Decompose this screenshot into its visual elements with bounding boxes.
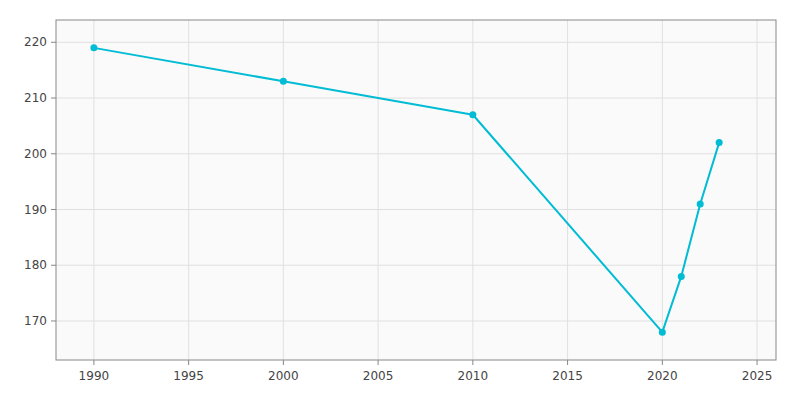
chart-svg: 1990 1995 2000 2005 2010 2015 2020 2025 170 180 19…: [0, 0, 800, 400]
x-grid-line: [283, 20, 284, 360]
x-tick-label: 2000: [268, 369, 299, 383]
y-tick: [51, 265, 56, 266]
x-tick: [472, 360, 473, 365]
x-tick-label: 2020: [647, 369, 678, 383]
x-grid-line: [188, 20, 189, 360]
y-tick: [51, 209, 56, 210]
y-tick: [51, 42, 56, 43]
point: [659, 329, 666, 336]
series: [90, 44, 722, 335]
y-tick: [51, 153, 56, 154]
point: [716, 139, 723, 146]
chart-container: 1990 1995 2000 2005 2010 2015 2020 2025 170 180 19…: [0, 0, 800, 400]
line: [94, 48, 719, 332]
y-grid-line: [56, 320, 776, 321]
x-tick-label: 2005: [363, 369, 394, 383]
y-tick: [51, 98, 56, 99]
x-tick: [93, 360, 94, 365]
y-tick-label: 180: [24, 258, 47, 272]
point: [678, 273, 685, 280]
x-tick-label: 2010: [458, 369, 489, 383]
x-tick-label: 2015: [552, 369, 583, 383]
y-tick-label: 210: [24, 91, 47, 105]
y-tick: [51, 320, 56, 321]
tick-labels: 1990 1995 2000 2005 2010 2015 2020 2025 170 180 19…: [24, 35, 772, 383]
plot-frame: [56, 20, 776, 360]
y-grid-line: [56, 209, 776, 210]
y-grid-line: [56, 153, 776, 154]
x-grid-line: [757, 20, 758, 360]
y-tick-label: 170: [24, 314, 47, 328]
point: [280, 78, 287, 85]
y-tick-label: 200: [24, 147, 47, 161]
point: [697, 200, 704, 207]
y-tick-label: 190: [24, 203, 47, 217]
x-grid-line: [472, 20, 473, 360]
plot-background: [56, 20, 776, 360]
point: [469, 111, 476, 118]
y-grid-line: [56, 42, 776, 43]
point: [90, 44, 97, 51]
x-tick: [378, 360, 379, 365]
grid: [51, 20, 776, 365]
y-grid-line: [56, 265, 776, 266]
x-tick: [757, 360, 758, 365]
y-grid-line: [56, 98, 776, 99]
x-grid-line: [378, 20, 379, 360]
x-tick: [188, 360, 189, 365]
x-tick-label: 1995: [173, 369, 204, 383]
y-tick-label: 220: [24, 35, 47, 49]
x-grid-line: [93, 20, 94, 360]
x-grid-line: [567, 20, 568, 360]
x-tick-label: 2025: [742, 369, 773, 383]
x-grid-line: [662, 20, 663, 360]
x-tick-label: 1990: [79, 369, 110, 383]
x-tick: [567, 360, 568, 365]
x-tick: [283, 360, 284, 365]
x-tick: [662, 360, 663, 365]
